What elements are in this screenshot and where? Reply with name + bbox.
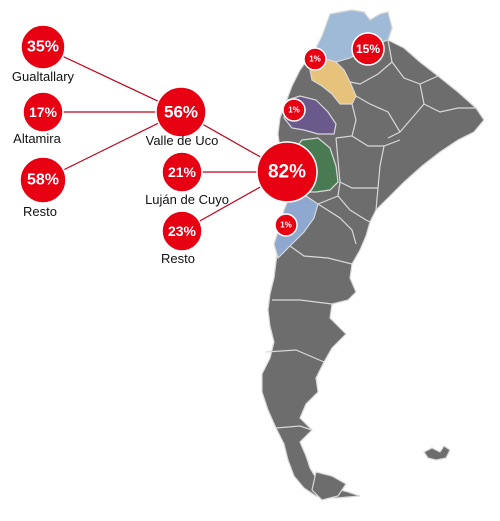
province-border [337,195,371,223]
province-border [355,95,401,133]
province-border [275,425,313,431]
province-border [335,103,357,139]
bubble-value: 17% [29,104,58,120]
node-altamira: 17% Altamira [13,91,64,146]
bubble-value: 1% [309,55,321,64]
node-gualtallary: 35% Gualtallary [12,24,75,84]
node-label: Luján de Cuyo [145,192,229,207]
node-label: Resto [161,251,195,266]
node-label: Resto [23,204,57,219]
node-label: Gualtallary [12,69,75,84]
province-border [265,349,325,363]
malvinas-islands [423,445,451,461]
province-border [289,245,353,265]
province-border [351,135,401,147]
region-catamarca [309,57,357,105]
bubble-jujuy: 1% [303,47,327,71]
value-bubble [274,213,298,237]
value-bubble [19,156,67,204]
value-bubble [256,141,318,203]
bubble-value: 82% [268,162,306,183]
bubble-value: 21% [168,164,197,180]
argentina-landmass [261,9,485,499]
node-label: Altamira [13,131,61,146]
bubble-value: 23% [168,223,197,239]
tierra-del-fuego [311,471,347,501]
bubble-value: 56% [164,103,198,122]
bubble-value: 35% [27,39,59,56]
node-lujan-de-cuyo: 21% Luján de Cuyo [145,151,229,207]
bubble-salta: 15% [351,32,385,66]
value-bubble [351,32,385,66]
province-border [349,61,393,85]
value-bubble [282,98,306,122]
value-bubble [161,210,203,252]
value-bubble [303,47,327,71]
province-borders [265,39,476,431]
bubble-value: 58% [27,172,59,189]
province-border [387,39,439,85]
province-border [272,299,333,305]
bubble-value: 1% [288,106,300,115]
argentina-map [261,9,485,501]
node-resto-uco: 58% Resto [19,156,67,219]
node-valle-de-uco: 56% Valle de Uco [146,86,219,148]
province-border [375,145,385,211]
value-bubble [155,86,207,138]
bubble-value: 15% [356,42,380,56]
value-bubble [22,91,64,133]
bubble-la-rioja: 1% [282,98,306,122]
value-bubble [20,24,66,70]
province-border [317,203,357,245]
node-label: Valle de Uco [146,133,219,148]
node-resto-mendoza: 23% Resto [161,210,203,266]
province-border [387,103,425,139]
province-border [419,83,476,113]
node-mendoza: 82% [256,141,318,203]
bubble-value: 1% [280,221,292,230]
value-bubble [161,151,203,193]
bubble-neuquen: 1% [274,213,298,237]
